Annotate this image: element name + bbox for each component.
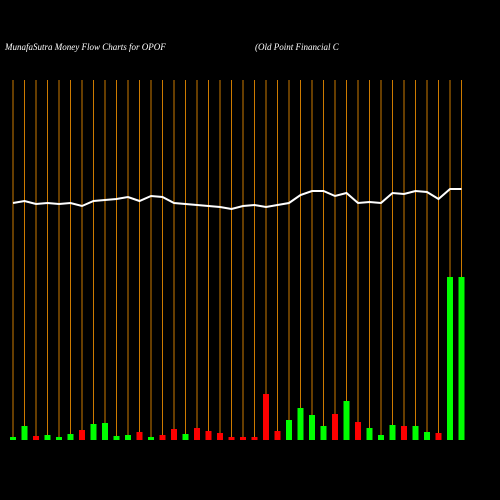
bar bbox=[33, 436, 39, 440]
price-line bbox=[12, 188, 462, 211]
bar bbox=[274, 431, 281, 440]
bar bbox=[378, 435, 384, 440]
bar bbox=[286, 420, 292, 440]
bar bbox=[44, 435, 51, 440]
bar bbox=[309, 415, 315, 440]
bar bbox=[148, 437, 154, 440]
bar bbox=[125, 435, 131, 440]
bar bbox=[355, 422, 361, 440]
bar bbox=[297, 408, 304, 440]
bar bbox=[263, 394, 269, 440]
bar bbox=[79, 430, 85, 440]
bar bbox=[458, 277, 465, 440]
chart-subtitle: (Old Point Financial C bbox=[255, 42, 340, 52]
bar bbox=[194, 428, 200, 440]
bar bbox=[56, 437, 62, 440]
bar bbox=[182, 434, 189, 440]
bar bbox=[136, 432, 143, 440]
bar bbox=[171, 429, 177, 440]
bar bbox=[435, 433, 442, 440]
bar bbox=[205, 431, 212, 440]
bar bbox=[401, 426, 407, 440]
bar bbox=[424, 432, 430, 440]
bar bbox=[447, 277, 453, 440]
bar bbox=[102, 423, 108, 440]
bar bbox=[67, 434, 74, 440]
bar bbox=[240, 437, 246, 440]
bar bbox=[21, 426, 28, 440]
bar bbox=[343, 401, 350, 440]
bar bbox=[320, 426, 327, 440]
bar bbox=[366, 428, 373, 440]
bar bbox=[251, 437, 258, 440]
chart-title: MunafaSutra Money Flow Charts for OPOF bbox=[4, 42, 166, 52]
bar bbox=[228, 437, 235, 440]
bar bbox=[113, 436, 120, 440]
bar bbox=[217, 433, 223, 440]
bar bbox=[412, 426, 419, 440]
bar bbox=[90, 424, 97, 440]
bar bbox=[332, 414, 338, 440]
bar bbox=[389, 425, 396, 440]
bar bbox=[159, 435, 166, 440]
bar bbox=[10, 437, 16, 440]
